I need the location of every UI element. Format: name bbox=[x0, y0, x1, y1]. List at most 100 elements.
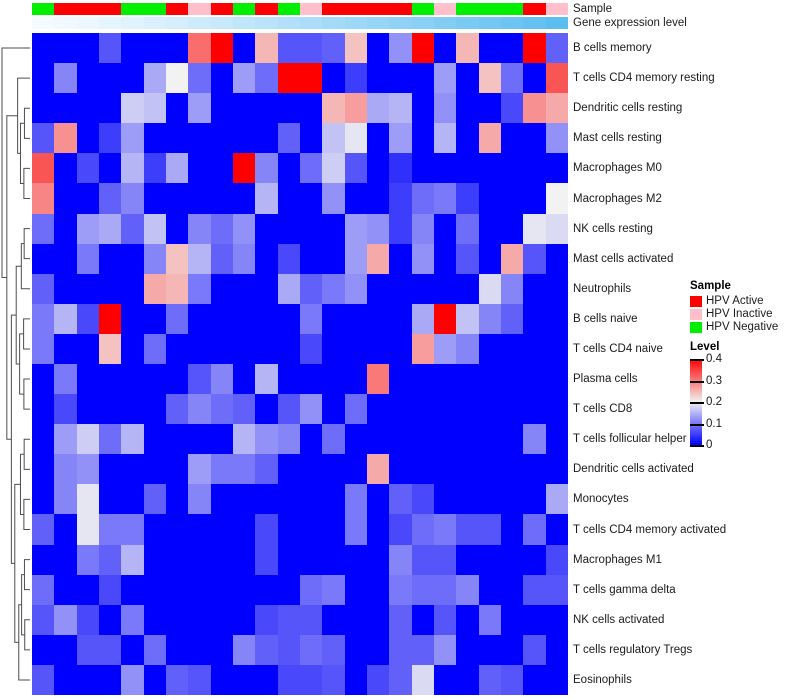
heatmap-cell bbox=[233, 394, 256, 425]
heatmap-cell bbox=[501, 514, 524, 545]
heatmap-cell bbox=[32, 333, 55, 364]
heatmap-cell bbox=[501, 123, 524, 154]
heatmap-cell bbox=[322, 273, 345, 304]
heatmap-cell bbox=[344, 634, 367, 665]
heatmap-cell bbox=[255, 153, 278, 184]
heatmap-cell bbox=[188, 484, 211, 515]
gene-expression-annotation-cell bbox=[277, 17, 300, 29]
heatmap-cell bbox=[300, 664, 323, 695]
heatmap-cell bbox=[210, 243, 233, 274]
heatmap-cell bbox=[121, 604, 144, 635]
heatmap-cell bbox=[411, 273, 434, 304]
heatmap-cell bbox=[143, 514, 166, 545]
heatmap-cell bbox=[210, 424, 233, 455]
heatmap-cell bbox=[255, 243, 278, 274]
gene-expression-annotation-cell bbox=[344, 17, 367, 29]
heatmap-cell bbox=[32, 544, 55, 575]
heatmap-cell bbox=[166, 424, 189, 455]
heatmap-cell bbox=[545, 364, 568, 395]
heatmap-cell bbox=[76, 183, 99, 214]
heatmap-cell bbox=[478, 273, 501, 304]
heatmap-cell bbox=[501, 364, 524, 395]
heatmap-cell bbox=[210, 364, 233, 395]
sample-annotation-cell bbox=[143, 3, 166, 15]
heatmap-cell bbox=[322, 93, 345, 124]
heatmap-cell bbox=[32, 394, 55, 425]
heatmap-cell bbox=[255, 364, 278, 395]
heatmap-cell bbox=[210, 213, 233, 244]
heatmap-cell bbox=[367, 364, 390, 395]
heatmap-cell bbox=[344, 424, 367, 455]
level-legend-title: Level bbox=[690, 341, 720, 353]
sample-legend-title: Sample bbox=[690, 280, 731, 292]
heatmap-cell bbox=[478, 364, 501, 395]
heatmap-cell bbox=[300, 333, 323, 364]
heatmap-cell bbox=[277, 454, 300, 485]
heatmap-cell bbox=[210, 574, 233, 605]
heatmap-cell bbox=[456, 634, 479, 665]
heatmap-cell bbox=[54, 303, 77, 334]
heatmap-cell bbox=[434, 93, 457, 124]
heatmap-cell bbox=[233, 574, 256, 605]
row-label: T cells CD8 bbox=[573, 403, 633, 416]
heatmap-cell bbox=[143, 303, 166, 334]
heatmap-cell bbox=[121, 634, 144, 665]
heatmap-cell bbox=[255, 63, 278, 94]
heatmap-cell bbox=[166, 514, 189, 545]
gene-expression-annotation-cell bbox=[98, 17, 122, 29]
heatmap-cell bbox=[143, 93, 166, 124]
heatmap-cell bbox=[76, 634, 99, 665]
heatmap-cell bbox=[478, 33, 501, 64]
heatmap-cell bbox=[54, 454, 77, 485]
heatmap-cell bbox=[210, 484, 233, 515]
sample-annotation-cell bbox=[165, 3, 189, 15]
heatmap-cell bbox=[545, 574, 568, 605]
heatmap-cell bbox=[389, 604, 412, 635]
heatmap-cell bbox=[523, 544, 546, 575]
heatmap-cell bbox=[434, 604, 457, 635]
heatmap-cell bbox=[255, 33, 278, 64]
heatmap-cell bbox=[76, 213, 99, 244]
heatmap-cell bbox=[54, 514, 77, 545]
heatmap-cell bbox=[367, 33, 390, 64]
heatmap-cell bbox=[54, 634, 77, 665]
heatmap-cell bbox=[344, 664, 367, 695]
heatmap-cell bbox=[32, 213, 55, 244]
heatmap-cell bbox=[188, 544, 211, 575]
heatmap-cell bbox=[54, 544, 77, 575]
heatmap-cell bbox=[389, 454, 412, 485]
heatmap-cell bbox=[233, 333, 256, 364]
heatmap-cell bbox=[367, 153, 390, 184]
heatmap-cell bbox=[322, 424, 345, 455]
heatmap-cell bbox=[344, 243, 367, 274]
heatmap-cell bbox=[478, 604, 501, 635]
row-label: Plasma cells bbox=[573, 373, 638, 386]
legend-item-label: HPV Inactive bbox=[706, 308, 773, 320]
heatmap-cell bbox=[143, 484, 166, 515]
heatmap-cell bbox=[478, 333, 501, 364]
heatmap-cell bbox=[456, 33, 479, 64]
heatmap-cell bbox=[389, 213, 412, 244]
heatmap-cell bbox=[434, 634, 457, 665]
heatmap-cell bbox=[233, 454, 256, 485]
level-tick-label: 0 bbox=[706, 439, 713, 451]
sample-legend-items: HPV Active HPV Inactive HPV Negative bbox=[690, 295, 800, 333]
heatmap-cell bbox=[54, 364, 77, 395]
gene-expression-annotation-cell bbox=[523, 17, 546, 29]
heatmap-cell bbox=[344, 93, 367, 124]
heatmap-cell bbox=[99, 604, 122, 635]
heatmap-cell bbox=[501, 303, 524, 334]
heatmap-cell bbox=[411, 153, 434, 184]
row-label-column: B cells memory T cells CD4 memory resting… bbox=[573, 33, 773, 695]
row-dendrogram bbox=[0, 33, 32, 695]
level-tick-label: 0.3 bbox=[706, 374, 722, 387]
heatmap-cell bbox=[99, 63, 122, 94]
heatmap-cell bbox=[255, 634, 278, 665]
heatmap-cell bbox=[478, 93, 501, 124]
row-label: Macrophages M0 bbox=[573, 162, 662, 175]
row-label: Mast cells resting bbox=[573, 132, 662, 145]
heatmap-cell bbox=[76, 123, 99, 154]
heatmap-cell bbox=[367, 394, 390, 425]
heatmap-cell bbox=[523, 364, 546, 395]
heatmap-cell bbox=[523, 333, 546, 364]
